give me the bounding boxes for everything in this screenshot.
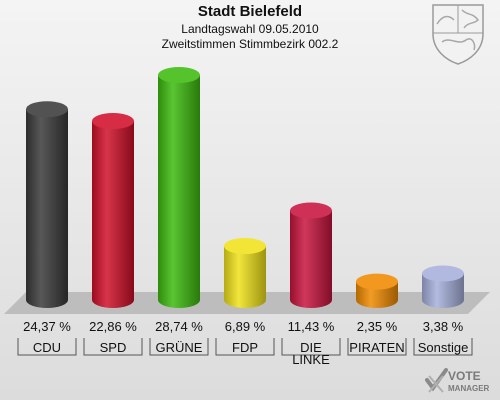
category-label-spd: SPD bbox=[83, 338, 143, 356]
svg-text:Sonstige: Sonstige bbox=[418, 340, 469, 355]
svg-text:SPD: SPD bbox=[100, 340, 127, 355]
value-label-gruene: 28,74 % bbox=[155, 319, 203, 334]
value-label-cdu: 24,37 % bbox=[23, 319, 71, 334]
logo-line-vote: VOTE bbox=[448, 369, 481, 383]
value-label-die-linke: 11,43 % bbox=[288, 319, 335, 334]
bar-spd bbox=[92, 113, 134, 308]
svg-text:FDP: FDP bbox=[232, 340, 258, 355]
value-label-fdp: 6,89 % bbox=[225, 319, 266, 334]
value-label-sonstige: 3,38 % bbox=[423, 319, 464, 334]
category-label-sonstige: Sonstige bbox=[413, 338, 473, 356]
category-label-gruene: GRÜNE bbox=[149, 338, 209, 356]
bar-cdu bbox=[26, 101, 68, 308]
vote-manager-logo: VOTE MANAGER bbox=[425, 368, 490, 393]
election-subtitle: Landtagswahl 09.05.2010 bbox=[181, 22, 319, 36]
bar-fdp bbox=[224, 238, 266, 308]
value-label-spd: 22,86 % bbox=[89, 319, 137, 334]
category-label-piraten: PIRATEN bbox=[347, 338, 407, 356]
svg-text:CDU: CDU bbox=[33, 340, 61, 355]
vote-manager-check-icon bbox=[425, 368, 448, 393]
nrw-coat-of-arms-icon bbox=[432, 4, 484, 65]
logo-line-manager: MANAGER bbox=[448, 384, 490, 393]
category-label-fdp: FDP bbox=[215, 338, 275, 356]
district-subtitle: Zweitstimmen Stimmbezirk 002.2 bbox=[161, 37, 339, 51]
svg-text:LINKE: LINKE bbox=[292, 352, 330, 367]
bar-gruene bbox=[158, 67, 200, 308]
svg-text:DIE: DIE bbox=[300, 340, 322, 355]
category-label-cdu: CDU bbox=[17, 338, 77, 356]
svg-text:PIRATEN: PIRATEN bbox=[349, 340, 404, 355]
svg-text:GRÜNE: GRÜNE bbox=[156, 340, 203, 355]
bar-die-linke bbox=[290, 202, 332, 308]
bar-piraten bbox=[356, 273, 398, 308]
page-title: Stadt Bielefeld bbox=[197, 3, 303, 20]
bar-sonstige bbox=[422, 265, 464, 308]
value-label-piraten: 2,35 % bbox=[357, 319, 398, 334]
